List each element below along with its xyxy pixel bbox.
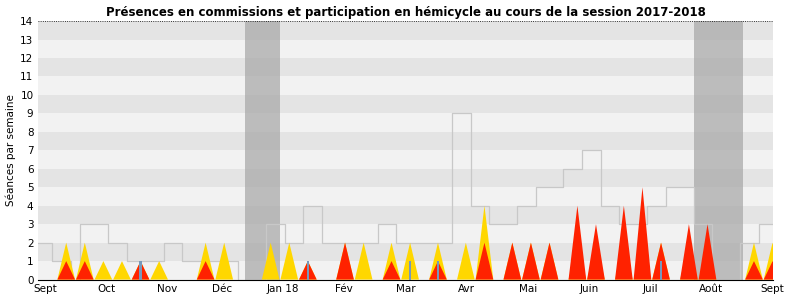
Bar bbox=[39, 187, 773, 206]
Bar bbox=[39, 58, 773, 76]
Title: Présences en commissions et participation en hémicycle au cours de la session 20: Présences en commissions et participatio… bbox=[106, 6, 705, 19]
Bar bbox=[694, 21, 743, 280]
Bar bbox=[39, 132, 773, 150]
Bar bbox=[39, 261, 773, 280]
Bar bbox=[409, 261, 412, 280]
Bar bbox=[39, 206, 773, 224]
Bar bbox=[660, 261, 662, 280]
Bar bbox=[39, 150, 773, 169]
Y-axis label: Séances par semaine: Séances par semaine bbox=[6, 94, 16, 206]
Polygon shape bbox=[58, 206, 781, 280]
Bar bbox=[39, 113, 773, 132]
Bar bbox=[39, 95, 773, 113]
Bar bbox=[139, 261, 141, 280]
Bar bbox=[39, 76, 773, 95]
Bar bbox=[437, 261, 439, 280]
Polygon shape bbox=[58, 187, 781, 280]
Bar bbox=[39, 169, 773, 187]
Bar bbox=[245, 21, 280, 280]
Bar bbox=[39, 243, 773, 261]
Bar bbox=[39, 21, 773, 40]
Bar bbox=[39, 224, 773, 243]
Bar bbox=[307, 261, 309, 280]
Bar bbox=[39, 40, 773, 58]
